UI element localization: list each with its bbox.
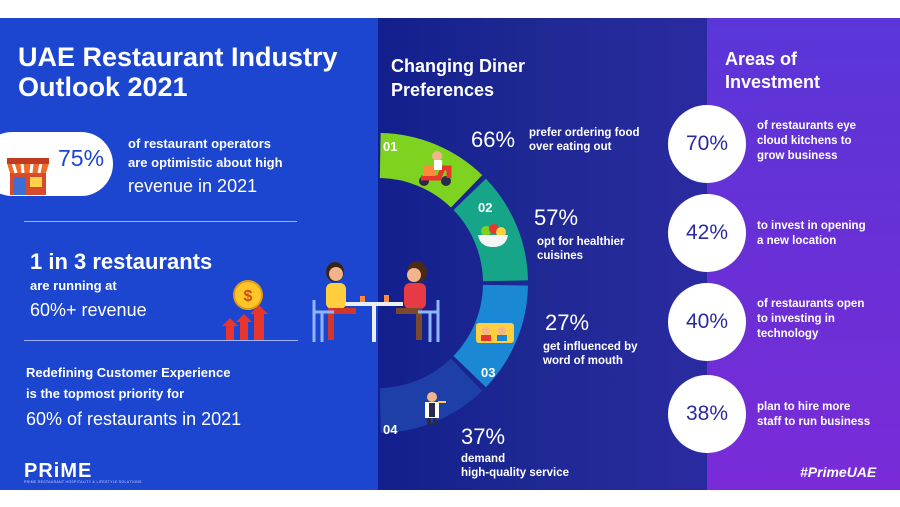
invest-40-line3: technology xyxy=(757,328,819,340)
invest-38-circle: 38% xyxy=(668,375,746,453)
pref-37-value: 37% xyxy=(461,424,506,449)
segment-number-03: 03 xyxy=(481,365,496,380)
growth-arrows-icon: $ xyxy=(222,280,272,342)
right-title: Areas of Investment xyxy=(725,49,821,92)
left-panel xyxy=(0,18,378,490)
invest-70-circle: 70% xyxy=(668,105,746,183)
stat-1in3-line2: 60%+ revenue xyxy=(30,300,147,320)
invest-38-line2: staff to run business xyxy=(757,416,871,428)
pref-27-line1: get influenced by xyxy=(543,341,638,353)
hashtag: #PrimeUAE xyxy=(800,464,877,480)
pref-37-line1: demand xyxy=(461,453,506,465)
invest-42-line1: to invest in opening xyxy=(757,220,866,232)
stat-75-value: 75% xyxy=(58,145,105,171)
pref-57-line2: cuisines xyxy=(537,250,584,262)
segment-number-02: 02 xyxy=(478,200,493,215)
pref-27-value: 27% xyxy=(545,310,590,335)
pref-27-line2: word of mouth xyxy=(543,355,623,367)
invest-38-line1: plan to hire more xyxy=(757,401,851,413)
stat-cx-line2: is the topmost priority for xyxy=(26,386,185,401)
segment-number-01: 01 xyxy=(383,139,398,154)
stat-1in3-headline: 1 in 3 restaurants xyxy=(30,249,213,274)
invest-40-line1: of restaurants open xyxy=(757,298,865,310)
invest-70-line2: cloud kitchens to xyxy=(757,135,852,147)
prime-logo: PRiME xyxy=(24,460,93,482)
invest-70-line3: grow business xyxy=(757,150,838,162)
invest-40-circle: 40% xyxy=(668,283,746,361)
salad-bowl-icon xyxy=(476,223,510,249)
prime-logo-tagline: PRIME RESTAURANT HOSPITALITY & LIFESTYLE… xyxy=(24,480,142,484)
delivery-scooter-icon xyxy=(415,148,455,188)
invest-42-circle: 42% xyxy=(668,194,746,272)
stat-75-line3: revenue in 2021 xyxy=(128,176,258,196)
pref-66-value: 66% xyxy=(471,127,516,152)
invest-40-line2: to investing in xyxy=(757,313,835,325)
pref-57-value: 57% xyxy=(534,205,579,230)
diners-illustration xyxy=(300,250,450,344)
invest-70-line1: of restaurants eye xyxy=(757,120,857,132)
infographic: UAE Restaurant Industry Outlook 2021 75%… xyxy=(0,18,900,490)
stat-cx-line1: Redefining Customer Experience xyxy=(26,365,231,380)
pref-57-line1: opt for healthier xyxy=(537,236,625,248)
svg-text:$: $ xyxy=(244,288,253,305)
stat-75-line1: of restaurant operators xyxy=(128,136,272,151)
invest-42-line2: a new location xyxy=(757,235,837,247)
waiter-icon xyxy=(418,391,446,425)
stat-cx-line3: 60% of restaurants in 2021 xyxy=(26,409,242,429)
divider xyxy=(24,340,298,341)
divider xyxy=(24,221,297,222)
stat-75-line2: are optimistic about high xyxy=(128,155,283,170)
pref-66-line1: prefer ordering food xyxy=(529,127,640,139)
store-icon xyxy=(6,155,50,197)
stat-1in3-line1: are running at xyxy=(30,278,117,293)
segment-number-04: 04 xyxy=(383,422,398,437)
middle-title: Changing Diner Preferences xyxy=(391,56,525,100)
page-title: UAE Restaurant Industry Outlook 2021 xyxy=(18,42,338,102)
review-people-icon xyxy=(474,321,516,345)
pref-37-line2: high-quality service xyxy=(461,467,570,479)
pref-66-line2: over eating out xyxy=(529,141,612,153)
